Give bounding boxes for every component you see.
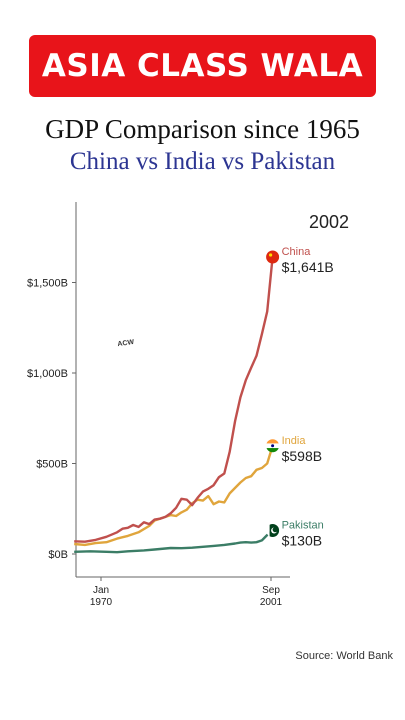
series-value-pakistan: $130B (282, 532, 322, 548)
series-name-india: India (282, 435, 307, 447)
channel-banner: ASIA CLASS WALA (29, 35, 376, 97)
watermark: ACW (117, 339, 135, 348)
series-line-china (74, 256, 274, 543)
series-name-pakistan: Pakistan (282, 519, 324, 531)
china-flag-star (269, 253, 273, 257)
x-tick-label: 2001 (260, 597, 283, 608)
pakistan-flag-bands (266, 523, 280, 537)
series-line-india (74, 445, 274, 547)
series-value-china: $1,641B (282, 259, 334, 275)
pakistan-white-band (266, 523, 270, 537)
chart-subtitle: China vs India vs Pakistan (69, 148, 336, 175)
india-green-band (266, 448, 280, 453)
pakistan-crescent-cut (272, 527, 278, 533)
x-tick-label: Sep (262, 585, 280, 596)
x-tick-label: Jan (93, 585, 109, 596)
y-tick-label: $500B (36, 459, 68, 471)
india-chakra (271, 444, 275, 448)
china-flag-icon (266, 250, 280, 264)
y-tick-label: $1,000B (27, 368, 68, 380)
series-line-pakistan (74, 529, 274, 554)
x-tick-label: 1970 (90, 597, 113, 608)
pakistan-flag-icon (266, 523, 280, 537)
source-note: Source: World Bank (295, 650, 393, 662)
chart-title: GDP Comparison since 1965 (45, 114, 360, 144)
banner-text: ASIA CLASS WALA (41, 48, 364, 84)
china-flag-circle (266, 250, 280, 264)
y-tick-label: $1,500B (27, 278, 68, 290)
india-saffron-band (266, 439, 280, 444)
india-flag-icon (266, 439, 280, 453)
series-name-china: China (282, 246, 312, 258)
y-tick-label: $0B (48, 549, 68, 561)
year-label: 2002 (309, 212, 349, 232)
india-flag-bands (266, 439, 280, 453)
series-value-india: $598B (282, 448, 322, 464)
